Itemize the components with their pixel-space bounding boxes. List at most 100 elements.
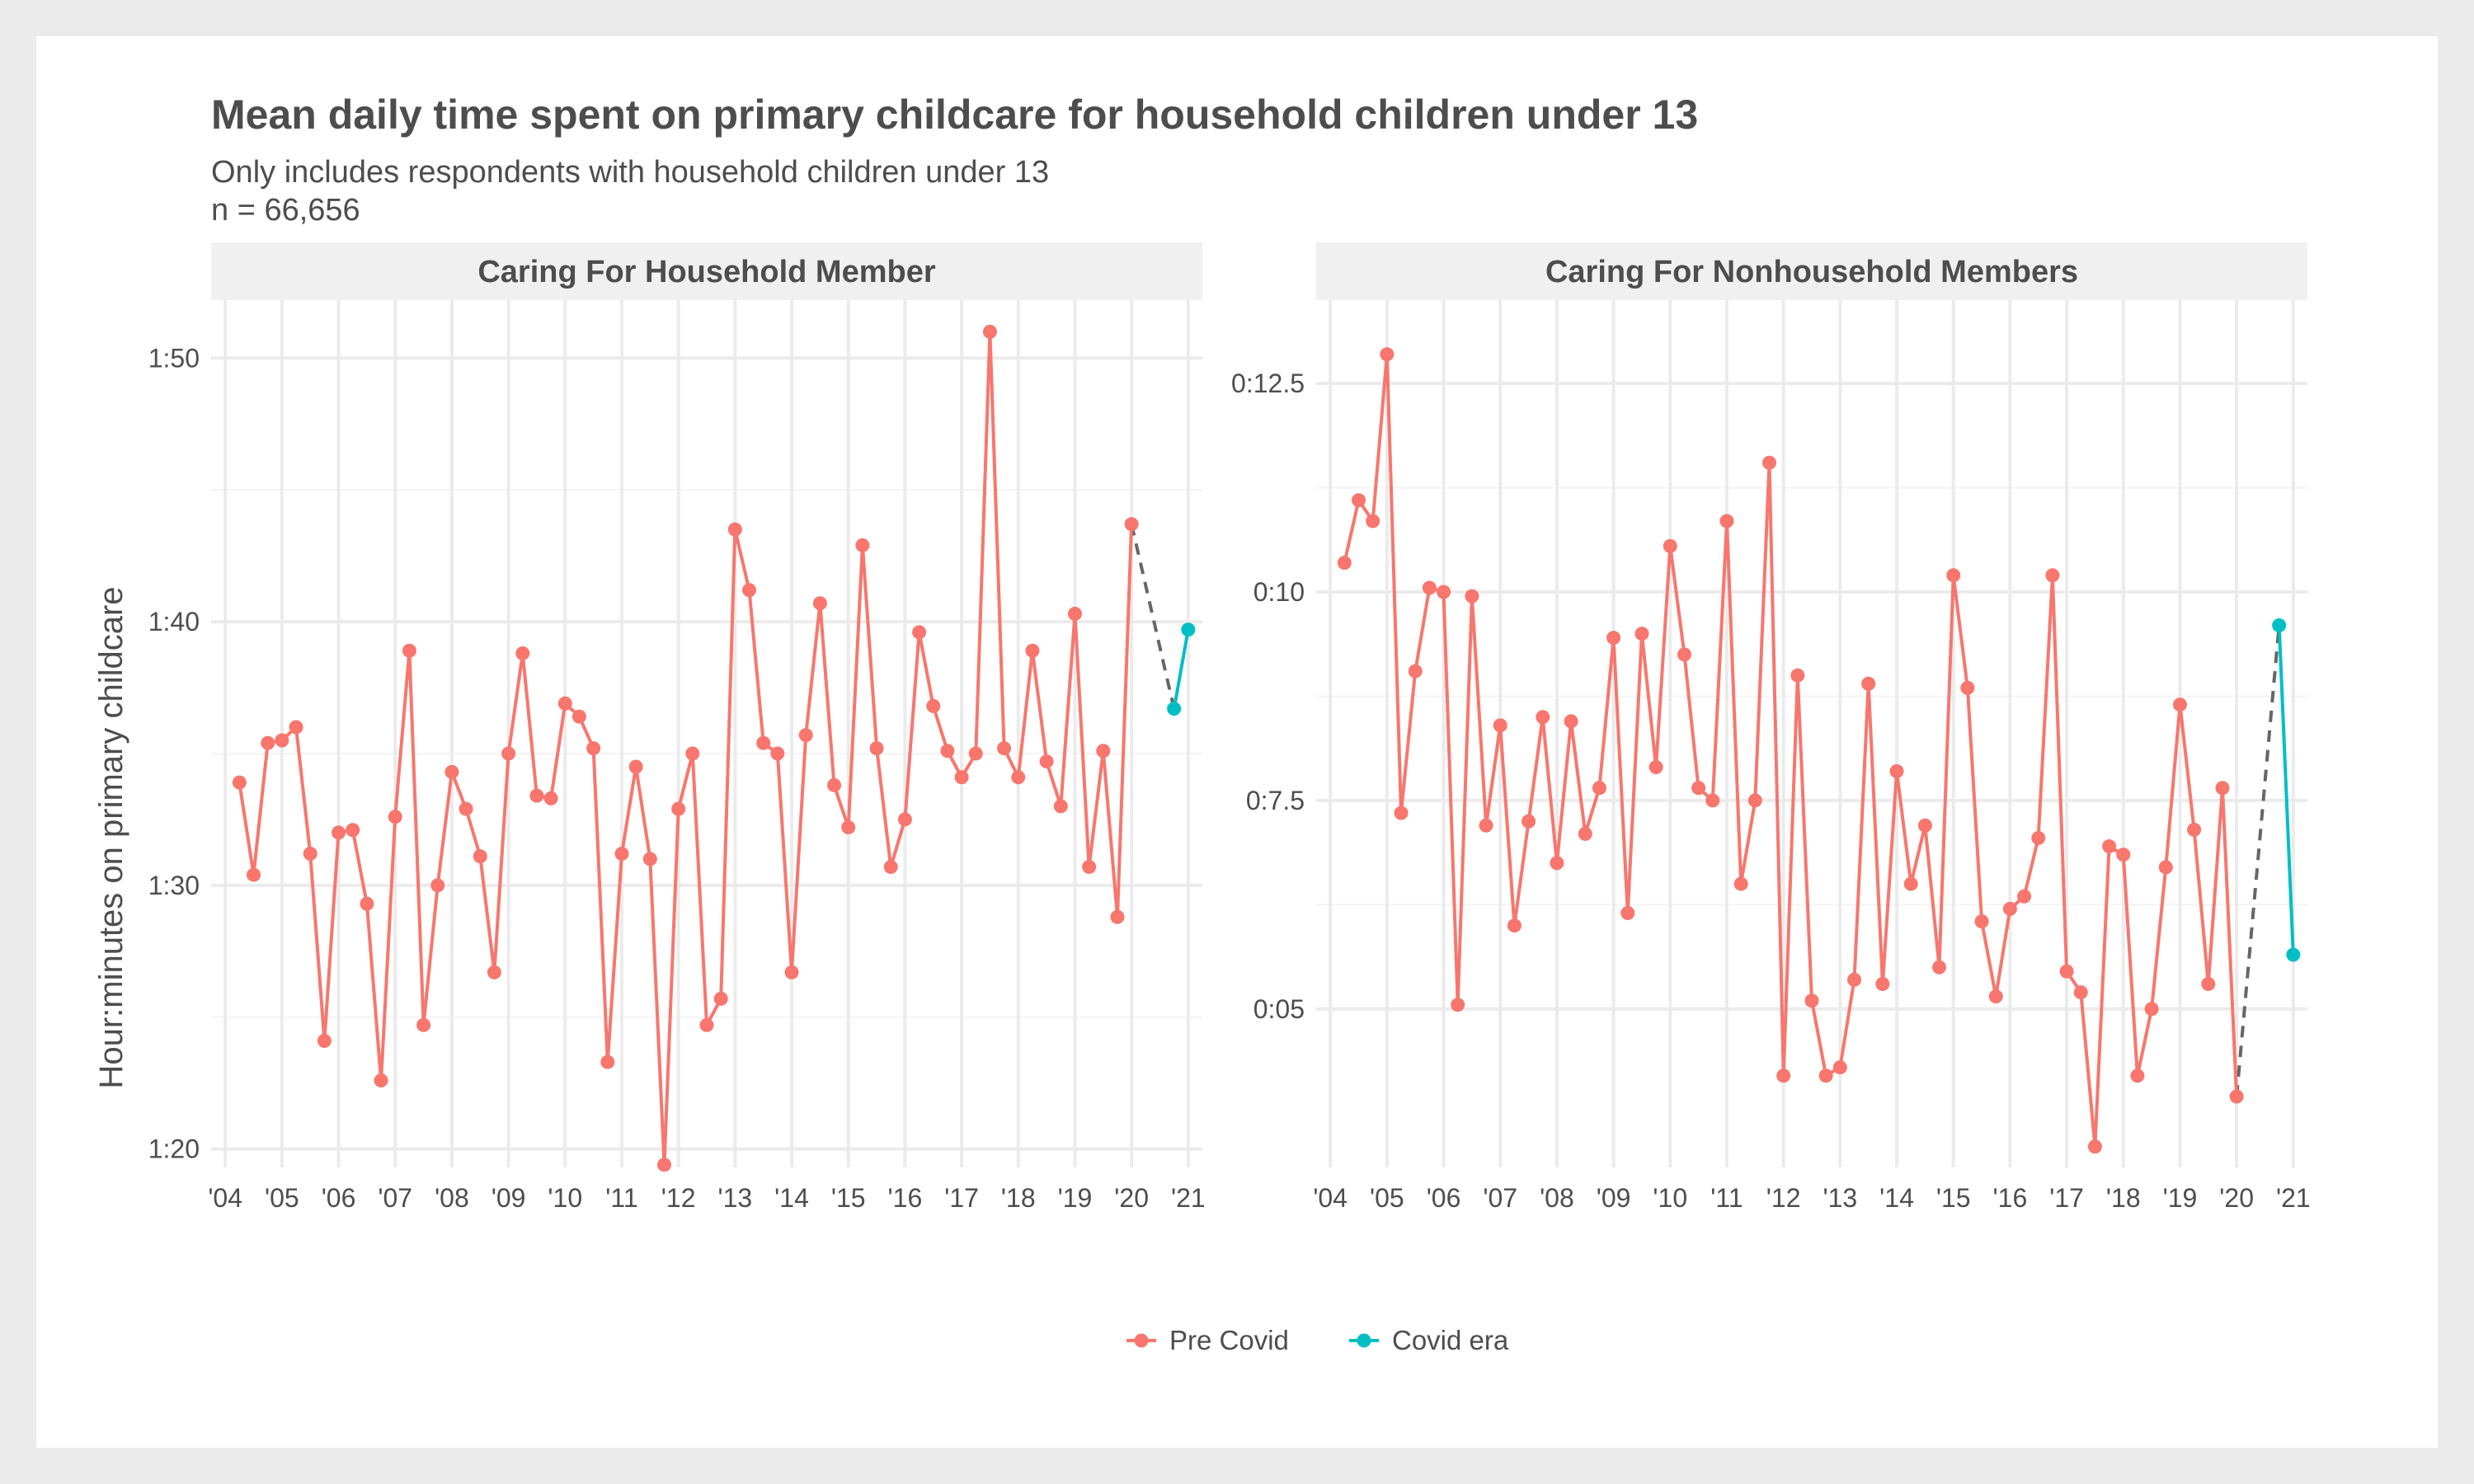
facet-strip-label: Caring For Household Member — [477, 255, 935, 289]
y-tick-label: 1:40 — [148, 607, 200, 636]
x-tick-label: '05 — [265, 1183, 299, 1213]
data-point — [2031, 830, 2046, 845]
legend-item: Covid era — [1349, 1325, 1509, 1355]
x-tick-label: '17 — [944, 1183, 979, 1213]
data-point — [798, 728, 813, 743]
y-tick-label: 0:7.5 — [1246, 786, 1305, 815]
data-point — [1691, 781, 1706, 796]
data-point — [1733, 876, 1748, 891]
data-point — [1053, 799, 1068, 814]
x-tick-label: '09 — [1597, 1183, 1631, 1213]
data-point — [1960, 680, 1975, 695]
y-axis-label: Hour:minutes on primary childcare — [93, 586, 129, 1088]
facet-strip-label: Caring For Nonhousehold Members — [1545, 255, 2078, 289]
data-point — [1974, 914, 1989, 929]
data-point — [1124, 517, 1139, 532]
y-tick-label: 1:50 — [148, 343, 200, 373]
data-point — [1875, 976, 1890, 991]
data-point — [1634, 627, 1649, 641]
data-point — [2201, 976, 2216, 991]
data-point — [756, 735, 771, 750]
data-point — [1903, 876, 1918, 891]
data-point — [2017, 889, 2032, 904]
data-point — [1649, 759, 1663, 774]
data-point — [1592, 781, 1606, 796]
x-tick-label: '08 — [1540, 1183, 1574, 1213]
data-point — [727, 522, 742, 537]
x-tick-label: '06 — [322, 1183, 356, 1213]
data-point — [1337, 556, 1352, 571]
data-point — [912, 625, 927, 640]
data-point — [1181, 622, 1196, 637]
data-point — [883, 859, 898, 874]
data-point — [346, 823, 360, 838]
data-point — [1620, 905, 1635, 920]
data-point — [1761, 455, 1776, 470]
facet-panel-2: Caring For Nonhousehold Members 0:05 0:7.5… — [1231, 242, 2311, 1213]
data-point — [982, 324, 997, 339]
data-point — [2073, 985, 2088, 1000]
x-tick-label: '10 — [548, 1183, 582, 1213]
x-tick-label: '14 — [1879, 1183, 1914, 1213]
data-point — [1861, 676, 1876, 691]
data-point — [1011, 770, 1026, 785]
data-point — [1479, 818, 1493, 833]
data-point — [713, 991, 728, 1006]
x-tick-label: '04 — [208, 1183, 242, 1213]
data-point — [1082, 859, 1097, 874]
facet-panels: Caring For Household Member 1:20 1:30 1:40 1… — [148, 242, 2311, 1213]
period-connector-line — [1130, 524, 1176, 710]
data-point — [1025, 643, 1040, 658]
series-line — [2277, 625, 2295, 956]
data-point — [416, 1017, 431, 1032]
data-point — [303, 846, 317, 861]
legend-key-point — [1134, 1333, 1149, 1348]
data-point — [501, 746, 516, 761]
x-tick-label: '12 — [1766, 1183, 1801, 1213]
legend-item: Pre Covid — [1126, 1325, 1289, 1355]
data-point — [1167, 702, 1182, 716]
x-tick-label: '20 — [1114, 1183, 1149, 1213]
data-point — [1917, 818, 1932, 833]
data-point — [332, 825, 346, 840]
data-point — [515, 646, 530, 660]
data-point — [671, 801, 686, 816]
data-point — [841, 820, 856, 835]
x-tick-label: '16 — [1993, 1183, 2028, 1213]
data-point — [1380, 347, 1395, 362]
data-point — [388, 810, 402, 824]
data-point — [1932, 960, 1947, 974]
data-point — [557, 696, 572, 711]
data-point — [1776, 1068, 1791, 1083]
data-point — [1578, 826, 1592, 841]
data-point — [614, 846, 629, 861]
data-point — [1366, 514, 1380, 528]
y-tick-label: 1:20 — [148, 1134, 200, 1164]
y-tick-label: 0:05 — [1253, 994, 1305, 1024]
data-point — [2229, 1089, 2244, 1104]
data-point — [1451, 998, 1465, 1012]
data-point — [402, 643, 416, 658]
data-point — [600, 1054, 615, 1069]
x-tick-label: '04 — [1313, 1183, 1348, 1213]
x-tick-label: '15 — [831, 1183, 866, 1213]
data-point — [317, 1034, 332, 1049]
series-line — [1343, 352, 2239, 1148]
data-point — [812, 596, 827, 611]
data-point — [1536, 710, 1550, 725]
data-point — [656, 1158, 671, 1172]
data-point — [1352, 493, 1366, 508]
data-point — [2172, 697, 2187, 712]
x-tick-label: '15 — [1936, 1183, 1971, 1213]
data-point — [1818, 1068, 1833, 1083]
data-point — [770, 746, 785, 761]
x-tick-label: '18 — [1001, 1183, 1036, 1213]
chart-title: Mean daily time spent on primary childca… — [211, 92, 1698, 138]
data-point — [1606, 631, 1621, 646]
data-point — [430, 878, 445, 893]
data-point — [1096, 744, 1111, 758]
data-point — [869, 741, 884, 756]
data-point — [1719, 514, 1734, 528]
x-tick-label: '17 — [2049, 1183, 2084, 1213]
data-point — [940, 744, 955, 758]
